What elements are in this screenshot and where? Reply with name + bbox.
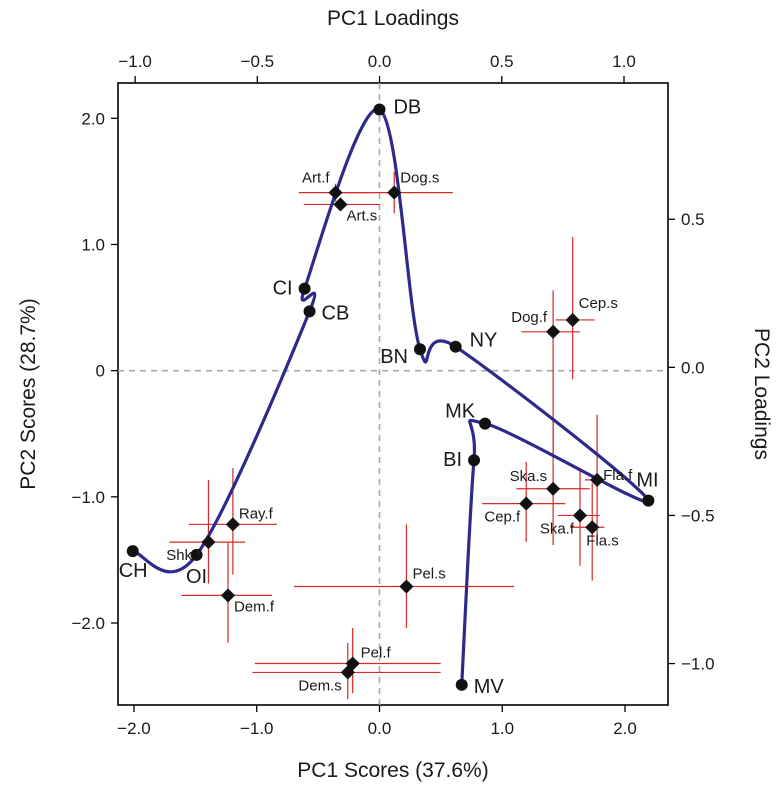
y-left-tick-label: 0	[96, 362, 105, 381]
loading-label: Fla.f	[603, 467, 633, 484]
site-label: MV	[474, 676, 505, 698]
site-label: CH	[119, 560, 148, 582]
site-point	[126, 545, 139, 558]
loading-point	[565, 312, 580, 328]
loading-label: Fla.s	[586, 532, 619, 549]
x-top-axis-title: PC1 Loadings	[327, 7, 459, 30]
y-right-tick-label: −0.5	[681, 506, 715, 525]
loading-label: Pel.s	[412, 566, 445, 583]
loading-point	[572, 508, 588, 523]
site-label: DB	[393, 96, 421, 118]
site-point	[373, 103, 386, 116]
y-right-axis-title: PC2 Loadings	[750, 328, 773, 460]
loading-point	[201, 535, 216, 550]
loading-label: Cep.s	[579, 295, 618, 312]
loading-point	[519, 496, 534, 511]
site-point	[642, 494, 655, 507]
x-top-tick-label: −0.5	[241, 52, 275, 71]
x-bottom-tick-label: 2.0	[613, 719, 637, 738]
loading-point	[220, 588, 236, 603]
loading-point	[546, 324, 561, 339]
loading-label: Shk.f	[166, 547, 201, 564]
site-label: CI	[273, 278, 293, 300]
site-label: OI	[186, 566, 207, 588]
x-top-tick-label: 1.0	[612, 52, 636, 71]
x-bottom-axis-title: PC1 Scores (37.6%)	[297, 759, 488, 782]
site-point	[455, 678, 468, 691]
site-label: MK	[445, 401, 476, 423]
loading-point	[333, 197, 348, 212]
loading-label: Ska.s	[510, 468, 548, 485]
y-left-axis-title: PC2 Scores (28.7%)	[17, 298, 40, 489]
y-right-tick-label: 0.5	[681, 210, 705, 229]
loading-point	[328, 185, 343, 200]
loading-point	[546, 481, 561, 496]
y-left-tick-label: 2.0	[81, 109, 105, 128]
site-point	[303, 305, 316, 318]
site-label: NY	[470, 330, 498, 352]
y-left-tick-label: 1.0	[81, 235, 105, 254]
point-labels: DB CI CB BN NY MK BI MI MV CH OI Art.f Art.s Dog.s Cep…	[119, 96, 659, 697]
site-point	[479, 417, 492, 430]
axes: −2.0 −1.0 0.0 1.0 2.0 −1.0 −0.5 0.0 0.5 1.0 −2.0 −1…	[71, 52, 714, 738]
x-top-tick-label: 0.0	[368, 52, 392, 71]
site-label: CB	[322, 302, 350, 324]
loading-point	[387, 185, 402, 200]
x-bottom-tick-label: −1.0	[240, 719, 274, 738]
loading-error-bars	[169, 171, 605, 700]
loading-point	[340, 665, 355, 680]
loading-label: Dog.f	[511, 309, 548, 326]
loading-point	[399, 579, 414, 594]
site-point	[298, 282, 311, 295]
x-top-tick-label: 0.5	[490, 52, 514, 71]
site-point	[190, 548, 203, 561]
loading-label: Pel.f	[361, 645, 392, 662]
loading-point	[225, 517, 240, 532]
site-label: BN	[380, 346, 408, 368]
loading-label: Ska.f	[540, 520, 575, 537]
x-bottom-tick-label: 1.0	[490, 719, 514, 738]
loading-point	[585, 520, 600, 535]
loading-point	[590, 472, 605, 487]
reference-lines	[118, 83, 668, 705]
site-point	[449, 340, 462, 353]
loading-label: Art.s	[346, 207, 377, 224]
y-right-tick-label: −1.0	[681, 655, 715, 674]
y-left-tick-label: −1.0	[71, 488, 105, 507]
loading-label: Ray.f	[239, 505, 274, 522]
y-left-tick-label: −2.0	[71, 614, 105, 633]
loading-label: Dem.f	[234, 598, 275, 615]
loading-label: Art.f	[302, 170, 330, 187]
x-top-tick-label: −1.0	[118, 52, 152, 71]
site-point	[414, 343, 427, 356]
site-label: MI	[636, 470, 658, 492]
site-label: BI	[443, 449, 462, 471]
site-point	[468, 454, 481, 467]
x-bottom-tick-label: 0.0	[368, 719, 392, 738]
plot-frame	[117, 82, 669, 706]
y-right-tick-label: 0.0	[681, 358, 705, 377]
loading-label: Dem.s	[298, 677, 341, 694]
loading-label: Dog.s	[400, 170, 439, 187]
loading-label: Cep.f	[484, 509, 521, 526]
data-points	[126, 103, 655, 691]
x-bottom-tick-label: −2.0	[117, 719, 151, 738]
